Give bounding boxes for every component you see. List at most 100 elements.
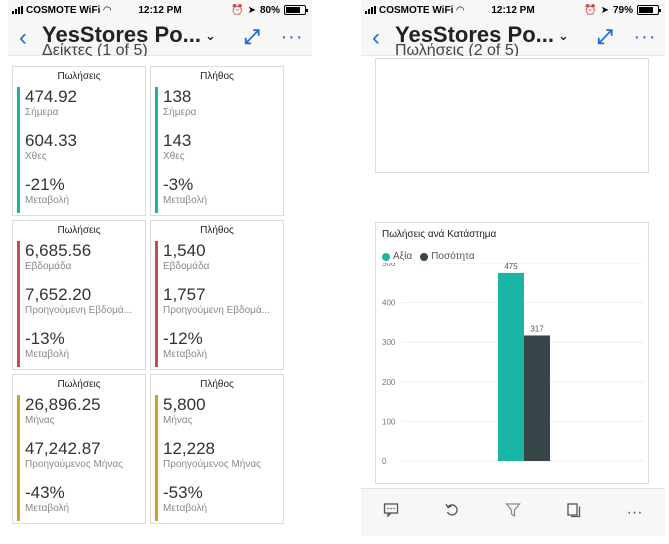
card-title: Πλήθος: [200, 225, 234, 236]
y-tick-label: 300: [382, 338, 396, 347]
kpi-value: 5,800: [163, 395, 206, 414]
comment-icon[interactable]: [376, 502, 406, 523]
empty-visual[interactable]: [375, 58, 649, 173]
card-title: Πλήθος: [200, 71, 234, 82]
legend-item[interactable]: Αξία: [382, 251, 412, 262]
kpi-item: 5,800 Μήνας: [163, 395, 281, 426]
battery-percent: 80%: [259, 4, 280, 16]
card-accent-bar: [155, 241, 158, 367]
kpi-value: 47,242.87: [25, 439, 101, 458]
bar-data-label: 475: [504, 263, 518, 271]
title-group[interactable]: YesStores Po... ⌄ Πωλήσεις (2 of 5): [391, 20, 585, 56]
legend-item[interactable]: Ποσότητα: [420, 251, 475, 262]
status-time: 12:12 PM: [138, 4, 182, 16]
chart-legend: Αξία Ποσότητα: [382, 251, 475, 262]
kpi-value: -13%: [25, 329, 65, 348]
signal-icon: [12, 6, 23, 14]
kpi-value: -53%: [163, 483, 203, 502]
kpi-label: Μεταβολή: [163, 195, 208, 206]
y-tick-label: 0: [382, 457, 387, 466]
kpi-value: 604.33: [25, 131, 77, 150]
kpi-card[interactable]: Πλήθος 138 Σήμερα 143 Χθες -3% Μεταβολή: [150, 66, 284, 216]
pages-icon[interactable]: [559, 502, 589, 523]
kpi-value: 12,228: [163, 439, 215, 458]
kpi-value: 26,896.25: [25, 395, 101, 414]
battery-percent: 79%: [612, 4, 633, 16]
wifi-icon: ◠: [103, 4, 112, 16]
kpi-label: Μεταβολή: [25, 195, 70, 206]
wifi-icon: ◠: [456, 4, 465, 16]
kpi-item: -21% Μεταβολή: [25, 175, 143, 206]
bar-data-label: 317: [530, 324, 544, 333]
kpi-label: Προηγούμενη Εβδομά...: [163, 305, 271, 316]
card-title: Πωλήσεις: [57, 379, 101, 390]
status-bar: COSMOTE WiFi ◠ 12:12 PM ⏰ ➤ 80%: [8, 0, 312, 20]
kpi-label: Μεταβολή: [25, 503, 70, 514]
chevron-down-icon[interactable]: ⌄: [204, 27, 216, 43]
kpi-value: 138: [163, 87, 192, 106]
carrier-label: COSMOTE WiFi: [26, 4, 101, 16]
alarm-icon: ⏰: [584, 4, 597, 16]
kpi-value: 474.92: [25, 87, 77, 106]
kpi-item: 143 Χθες: [163, 131, 281, 162]
kpi-item: 6,685.56 Εβδομάδα: [25, 241, 143, 272]
bar-quantity[interactable]: [524, 335, 550, 461]
title-group[interactable]: YesStores Po... ⌄ Δείκτες (1 of 5): [38, 20, 232, 56]
kpi-card[interactable]: Πωλήσεις 26,896.25 Μήνας 47,242.87 Προηγούμε…: [12, 374, 146, 524]
card-accent-bar: [155, 87, 158, 213]
chart-title: Πωλήσεις ανά Κατάστημα: [382, 229, 497, 240]
more-options-button[interactable]: ···: [633, 26, 657, 48]
kpi-item: 604.33 Χθες: [25, 131, 143, 162]
kpi-item: 138 Σήμερα: [163, 87, 281, 118]
kpi-label: Μεταβολή: [163, 349, 208, 360]
kpi-card[interactable]: Πλήθος 5,800 Μήνας 12,228 Προηγούμενος Μήνας…: [150, 374, 284, 524]
alarm-icon: ⏰: [231, 4, 244, 16]
kpi-label: Χθες: [163, 151, 185, 162]
report-title[interactable]: YesStores Po... ⌄: [395, 22, 569, 48]
bar-value[interactable]: [498, 272, 524, 461]
kpi-value: 7,652.20: [25, 285, 92, 304]
kpi-value: 1,540: [163, 241, 206, 260]
status-bar: COSMOTE WiFi ◠ 12:12 PM ⏰ ➤ 79%: [361, 0, 665, 20]
location-icon: ➤: [600, 4, 609, 16]
chevron-down-icon[interactable]: ⌄: [557, 27, 569, 43]
kpi-card[interactable]: Πωλήσεις 474.92 Σήμερα 604.33 Χθες -21% Μεταβο…: [12, 66, 146, 216]
card-accent-bar: [17, 395, 20, 521]
kpi-label: Σήμερα: [25, 107, 59, 118]
kpi-value: -12%: [163, 329, 203, 348]
report-title-text: YesStores Po...: [395, 21, 554, 47]
report-title-text: YesStores Po...: [42, 21, 201, 47]
y-tick-label: 500: [382, 263, 396, 268]
expand-icon[interactable]: ⤢: [244, 26, 260, 48]
y-tick-label: 400: [382, 299, 396, 308]
kpi-item: -3% Μεταβολή: [163, 175, 281, 206]
kpi-item: -43% Μεταβολή: [25, 483, 143, 514]
kpi-label: Εβδομάδα: [25, 261, 72, 272]
kpi-item: 474.92 Σήμερα: [25, 87, 143, 118]
battery-icon: [637, 5, 661, 15]
undo-icon[interactable]: [437, 502, 467, 523]
card-accent-bar: [17, 87, 20, 213]
y-tick-label: 100: [382, 417, 396, 426]
filter-icon[interactable]: [498, 502, 528, 523]
kpi-label: Μήνας: [25, 415, 55, 426]
sales-by-store-chart[interactable]: Πωλήσεις ανά Κατάστημα Αξία Ποσότητα 0 100…: [375, 222, 649, 484]
kpi-item: -12% Μεταβολή: [163, 329, 281, 360]
legend-label: Ποσότητα: [431, 251, 475, 262]
kpi-card[interactable]: Πλήθος 1,540 Εβδομάδα 1,757 Προηγούμενη Εβδο…: [150, 220, 284, 370]
more-icon[interactable]: ···: [626, 503, 643, 521]
kpi-item: 12,228 Προηγούμενος Μήνας: [163, 439, 281, 470]
kpi-item: 1,757 Προηγούμενη Εβδομά...: [163, 285, 281, 316]
kpi-card[interactable]: Πωλήσεις 6,685.56 Εβδομάδα 7,652.20 Προηγούμ…: [12, 220, 146, 370]
expand-icon[interactable]: ⤢: [597, 26, 613, 48]
back-button[interactable]: ‹: [372, 23, 380, 51]
card-title: Πωλήσεις: [57, 225, 101, 236]
report-title[interactable]: YesStores Po... ⌄: [42, 22, 216, 48]
report-header: ‹ YesStores Po... ⌄ Πωλήσεις (2 of 5) ⤢ ·…: [361, 20, 665, 56]
kpi-item: 26,896.25 Μήνας: [25, 395, 143, 426]
back-button[interactable]: ‹: [19, 23, 27, 51]
kpi-label: Εβδομάδα: [163, 261, 210, 272]
kpi-label: Προηγούμενη Εβδομά...: [25, 305, 133, 316]
more-options-button[interactable]: ···: [280, 26, 304, 48]
kpi-value: 1,757: [163, 285, 206, 304]
